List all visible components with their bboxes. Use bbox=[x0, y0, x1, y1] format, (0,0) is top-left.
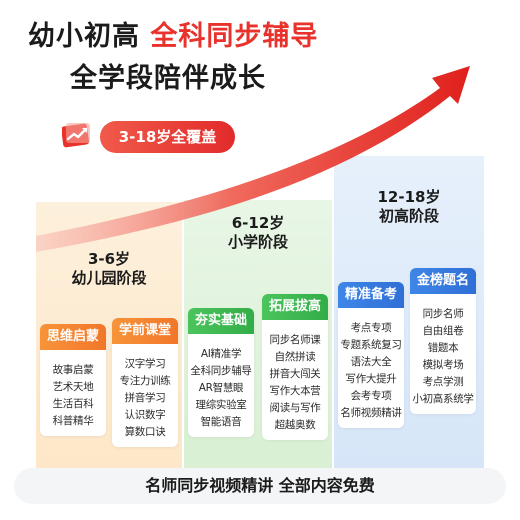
course-card-foundation: 夯实基础 AI精准学全科同步辅导 AR智慧眼理综实验室智能语音 bbox=[188, 308, 254, 437]
stage-age: 6-12岁 bbox=[231, 214, 285, 232]
footer-banner: 名师同步视频精讲 全部内容免费 bbox=[14, 468, 506, 504]
headline-prefix: 幼小初高 bbox=[28, 21, 140, 52]
card-item: 考点学测 bbox=[422, 376, 464, 388]
stage-age: 3-6岁 bbox=[87, 250, 131, 268]
headline-line-2: 全学段陪伴成长 bbox=[70, 63, 266, 94]
card-item: 拼音大闯关 bbox=[269, 368, 321, 380]
card-item: 专题系统复习 bbox=[340, 339, 402, 351]
course-card-exam-prep: 精准备考 考点专项专题系统复习 语法大全写作大提升会考专项名师视频精讲 bbox=[338, 282, 404, 428]
card-title: 学前课堂 bbox=[112, 318, 178, 344]
card-title: 拓展拔高 bbox=[262, 294, 328, 320]
primary-stage-title: 6-12岁 小学阶段 bbox=[184, 214, 332, 252]
card-item: AI精准学 bbox=[200, 348, 242, 360]
headline-highlight: 全科同步辅导 bbox=[150, 21, 319, 52]
course-card-preschool: 学前课堂 汉字学习专注力训练拼音学习认识数字算数口诀 bbox=[112, 318, 178, 447]
card-item: 模拟考场 bbox=[422, 359, 464, 371]
card-item: 自然拼读 bbox=[274, 351, 316, 363]
card-title: 思维启蒙 bbox=[40, 324, 106, 350]
card-item: 考点专项 bbox=[350, 322, 392, 334]
card-item-list: 汉字学习专注力训练拼音学习认识数字算数口诀 bbox=[112, 344, 178, 447]
card-item: 智能语音 bbox=[200, 416, 242, 428]
secondary-stage-title: 12-18岁 初高阶段 bbox=[334, 188, 484, 226]
card-item: 语法大全 bbox=[350, 356, 392, 368]
card-item: 故事启蒙 bbox=[52, 364, 94, 376]
card-item: 写作大提升 bbox=[345, 373, 397, 385]
card-item-list: AI精准学全科同步辅导 AR智慧眼理综实验室智能语音 bbox=[188, 334, 254, 437]
course-card-top-score: 金榜题名 同步名师自由组卷错题本模拟考场考点学测小初高系统学 bbox=[410, 268, 476, 414]
card-item: 汉字学习 bbox=[124, 358, 166, 370]
card-item: 自由组卷 bbox=[422, 325, 464, 337]
trend-chart-icon bbox=[62, 123, 90, 148]
card-item: 专注力训练 bbox=[119, 375, 171, 387]
card-item-list: 故事启蒙艺术天地生活百科科普精华 bbox=[40, 350, 106, 436]
card-item: 艺术天地 bbox=[52, 381, 94, 393]
card-item: 认识数字 bbox=[124, 409, 166, 421]
card-item: 会考专项 bbox=[350, 390, 392, 402]
card-item: 拼音学习 bbox=[124, 392, 166, 404]
coverage-badge: 3-18岁全覆盖 bbox=[100, 121, 235, 153]
headline-line-1: 幼小初高 全科同步辅导 bbox=[28, 14, 318, 53]
card-item-list: 同步名师自由组卷错题本模拟考场考点学测小初高系统学 bbox=[410, 294, 476, 414]
kindergarten-stage-title: 3-6岁 幼儿园阶段 bbox=[36, 250, 182, 288]
card-item: 错题本 bbox=[427, 342, 459, 354]
card-title: 夯实基础 bbox=[188, 308, 254, 334]
card-title: 金榜题名 bbox=[410, 268, 476, 294]
card-item: 科普精华 bbox=[52, 415, 94, 427]
card-item-list: 考点专项专题系统复习 语法大全写作大提升会考专项名师视频精讲 bbox=[338, 308, 404, 428]
card-item: 小初高系统学 bbox=[412, 393, 474, 405]
card-item: AR智慧眼 bbox=[198, 382, 244, 394]
card-item: 写作大本营 bbox=[269, 385, 321, 397]
stage-name: 小学阶段 bbox=[227, 233, 288, 251]
card-item: 全科同步辅导 bbox=[190, 365, 252, 377]
stage-name: 初高阶段 bbox=[378, 207, 439, 225]
card-item-list: 同步名师课自然拼读拼音大闯关写作大本营阅读与写作超越奥数 bbox=[262, 320, 328, 440]
card-item: 理综实验室 bbox=[195, 399, 247, 411]
card-item: 生活百科 bbox=[52, 398, 94, 410]
footer-text: 名师同步视频精讲 全部内容免费 bbox=[145, 476, 375, 495]
stage-age: 12-18岁 bbox=[377, 188, 441, 206]
card-item: 名师视频精讲 bbox=[340, 407, 402, 419]
course-card-advanced: 拓展拔高 同步名师课自然拼读拼音大闯关写作大本营阅读与写作超越奥数 bbox=[262, 294, 328, 440]
card-item: 超越奥数 bbox=[274, 419, 316, 431]
card-item: 阅读与写作 bbox=[269, 402, 321, 414]
card-item: 同步名师课 bbox=[269, 334, 321, 346]
card-title: 精准备考 bbox=[338, 282, 404, 308]
card-item: 同步名师 bbox=[422, 308, 464, 320]
stage-name: 幼儿园阶段 bbox=[71, 269, 147, 287]
course-card-thinking: 思维启蒙 故事启蒙艺术天地生活百科科普精华 bbox=[40, 324, 106, 436]
card-item: 算数口诀 bbox=[124, 426, 166, 438]
